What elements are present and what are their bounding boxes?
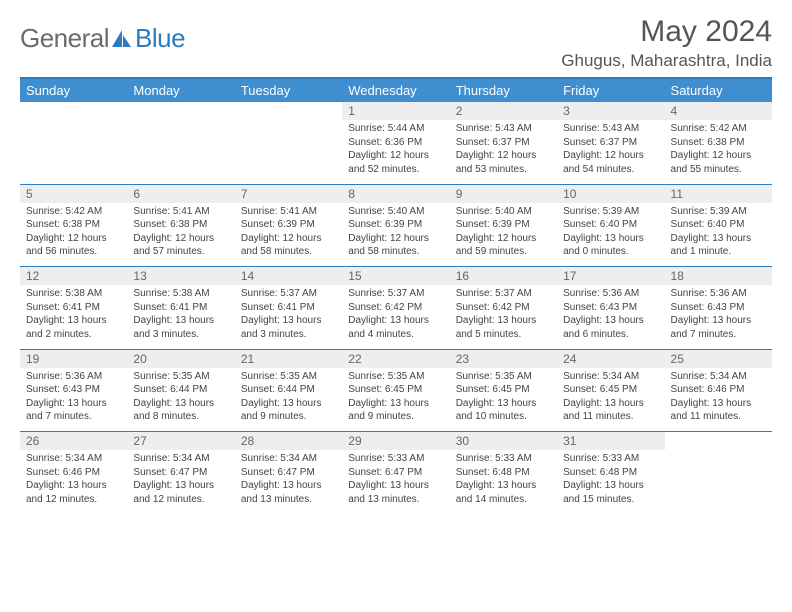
day-cell: Sunrise: 5:34 AMSunset: 6:46 PMDaylight:…: [665, 368, 772, 432]
day-number: 28: [235, 432, 342, 451]
day-number: 24: [557, 349, 664, 368]
day-header: Thursday: [450, 79, 557, 102]
day-number: 15: [342, 267, 449, 286]
day-number: 6: [127, 184, 234, 203]
day-cell: Sunrise: 5:41 AMSunset: 6:39 PMDaylight:…: [235, 203, 342, 267]
day-number: 22: [342, 349, 449, 368]
day-number: 27: [127, 432, 234, 451]
day-number: 17: [557, 267, 664, 286]
day-cell: Sunrise: 5:34 AMSunset: 6:46 PMDaylight:…: [20, 450, 127, 514]
day-number: 5: [20, 184, 127, 203]
day-cell: Sunrise: 5:40 AMSunset: 6:39 PMDaylight:…: [450, 203, 557, 267]
day-cell: Sunrise: 5:42 AMSunset: 6:38 PMDaylight:…: [20, 203, 127, 267]
day-number: 8: [342, 184, 449, 203]
day-number: 21: [235, 349, 342, 368]
day-cell: Sunrise: 5:36 AMSunset: 6:43 PMDaylight:…: [557, 285, 664, 349]
day-cell: Sunrise: 5:39 AMSunset: 6:40 PMDaylight:…: [665, 203, 772, 267]
day-cell: Sunrise: 5:33 AMSunset: 6:47 PMDaylight:…: [342, 450, 449, 514]
day-number: [127, 102, 234, 120]
day-number: 14: [235, 267, 342, 286]
day-cell: Sunrise: 5:38 AMSunset: 6:41 PMDaylight:…: [127, 285, 234, 349]
day-cell: [665, 450, 772, 514]
day-cell: Sunrise: 5:37 AMSunset: 6:42 PMDaylight:…: [450, 285, 557, 349]
day-cell: Sunrise: 5:36 AMSunset: 6:43 PMDaylight:…: [20, 368, 127, 432]
day-cell: Sunrise: 5:37 AMSunset: 6:42 PMDaylight:…: [342, 285, 449, 349]
day-cell: Sunrise: 5:40 AMSunset: 6:39 PMDaylight:…: [342, 203, 449, 267]
day-cell: Sunrise: 5:41 AMSunset: 6:38 PMDaylight:…: [127, 203, 234, 267]
daynum-row: 12131415161718: [20, 267, 772, 286]
day-cell: Sunrise: 5:44 AMSunset: 6:36 PMDaylight:…: [342, 120, 449, 184]
content-row: Sunrise: 5:38 AMSunset: 6:41 PMDaylight:…: [20, 285, 772, 349]
day-cell: Sunrise: 5:38 AMSunset: 6:41 PMDaylight:…: [20, 285, 127, 349]
day-cell: Sunrise: 5:43 AMSunset: 6:37 PMDaylight:…: [450, 120, 557, 184]
day-number: 9: [450, 184, 557, 203]
day-number: 31: [557, 432, 664, 451]
content-row: Sunrise: 5:36 AMSunset: 6:43 PMDaylight:…: [20, 368, 772, 432]
header: General Blue May 2024 Ghugus, Maharashtr…: [20, 15, 772, 71]
day-number: [235, 102, 342, 120]
day-cell: Sunrise: 5:34 AMSunset: 6:45 PMDaylight:…: [557, 368, 664, 432]
day-header: Tuesday: [235, 79, 342, 102]
day-cell: Sunrise: 5:35 AMSunset: 6:45 PMDaylight:…: [342, 368, 449, 432]
day-header: Friday: [557, 79, 664, 102]
day-number: [20, 102, 127, 120]
day-cell: Sunrise: 5:35 AMSunset: 6:44 PMDaylight:…: [127, 368, 234, 432]
day-cell: Sunrise: 5:33 AMSunset: 6:48 PMDaylight:…: [557, 450, 664, 514]
day-header: Monday: [127, 79, 234, 102]
daynum-row: 19202122232425: [20, 349, 772, 368]
day-header: Sunday: [20, 79, 127, 102]
day-cell: Sunrise: 5:34 AMSunset: 6:47 PMDaylight:…: [235, 450, 342, 514]
day-number: 26: [20, 432, 127, 451]
daynum-row: 1234: [20, 102, 772, 120]
month-title: May 2024: [561, 15, 772, 49]
day-number: 1: [342, 102, 449, 120]
content-row: Sunrise: 5:44 AMSunset: 6:36 PMDaylight:…: [20, 120, 772, 184]
day-number: 19: [20, 349, 127, 368]
brand-name-a: General: [20, 23, 109, 54]
brand-name-b: Blue: [135, 23, 185, 54]
day-header: Saturday: [665, 79, 772, 102]
day-number: 18: [665, 267, 772, 286]
calendar-table: SundayMondayTuesdayWednesdayThursdayFrid…: [20, 79, 772, 514]
day-number: 20: [127, 349, 234, 368]
day-cell: [235, 120, 342, 184]
day-header-row: SundayMondayTuesdayWednesdayThursdayFrid…: [20, 79, 772, 102]
day-number: 25: [665, 349, 772, 368]
day-cell: Sunrise: 5:36 AMSunset: 6:43 PMDaylight:…: [665, 285, 772, 349]
day-number: 16: [450, 267, 557, 286]
day-number: 10: [557, 184, 664, 203]
location: Ghugus, Maharashtra, India: [561, 51, 772, 71]
day-number: 29: [342, 432, 449, 451]
day-number: 7: [235, 184, 342, 203]
content-row: Sunrise: 5:42 AMSunset: 6:38 PMDaylight:…: [20, 203, 772, 267]
day-cell: [127, 120, 234, 184]
day-cell: Sunrise: 5:37 AMSunset: 6:41 PMDaylight:…: [235, 285, 342, 349]
day-number: 2: [450, 102, 557, 120]
day-number: 13: [127, 267, 234, 286]
day-number: 23: [450, 349, 557, 368]
day-cell: Sunrise: 5:33 AMSunset: 6:48 PMDaylight:…: [450, 450, 557, 514]
day-number: 30: [450, 432, 557, 451]
day-cell: Sunrise: 5:34 AMSunset: 6:47 PMDaylight:…: [127, 450, 234, 514]
title-block: May 2024 Ghugus, Maharashtra, India: [561, 15, 772, 71]
day-cell: Sunrise: 5:35 AMSunset: 6:44 PMDaylight:…: [235, 368, 342, 432]
day-cell: Sunrise: 5:42 AMSunset: 6:38 PMDaylight:…: [665, 120, 772, 184]
day-number: 3: [557, 102, 664, 120]
sail-icon: [111, 29, 133, 49]
day-number: [665, 432, 772, 451]
day-cell: Sunrise: 5:43 AMSunset: 6:37 PMDaylight:…: [557, 120, 664, 184]
day-cell: Sunrise: 5:39 AMSunset: 6:40 PMDaylight:…: [557, 203, 664, 267]
daynum-row: 262728293031: [20, 432, 772, 451]
day-number: 11: [665, 184, 772, 203]
day-header: Wednesday: [342, 79, 449, 102]
daynum-row: 567891011: [20, 184, 772, 203]
day-cell: [20, 120, 127, 184]
content-row: Sunrise: 5:34 AMSunset: 6:46 PMDaylight:…: [20, 450, 772, 514]
brand-logo: General Blue: [20, 23, 185, 54]
day-number: 4: [665, 102, 772, 120]
day-cell: Sunrise: 5:35 AMSunset: 6:45 PMDaylight:…: [450, 368, 557, 432]
day-number: 12: [20, 267, 127, 286]
